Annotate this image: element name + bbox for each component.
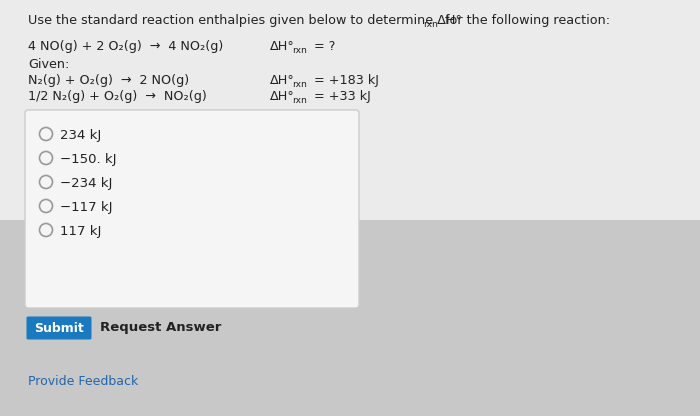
Text: −234 kJ: −234 kJ [60, 176, 113, 190]
Circle shape [39, 176, 52, 188]
Text: 117 kJ: 117 kJ [60, 225, 102, 238]
Text: rxn: rxn [292, 80, 307, 89]
Text: ΔH°: ΔH° [270, 40, 295, 53]
Circle shape [39, 127, 52, 141]
Text: Provide Feedback: Provide Feedback [28, 375, 139, 388]
Text: rxn: rxn [423, 20, 438, 29]
Text: 1/2 N₂(g) + O₂(g)  →  NO₂(g): 1/2 N₂(g) + O₂(g) → NO₂(g) [28, 90, 206, 103]
Text: 234 kJ: 234 kJ [60, 129, 102, 141]
Text: for the following reaction:: for the following reaction: [441, 14, 610, 27]
Text: ΔH°: ΔH° [270, 90, 295, 103]
Text: = ?: = ? [310, 40, 335, 53]
Text: ΔH°: ΔH° [270, 74, 295, 87]
Text: rxn: rxn [292, 46, 307, 55]
Text: 4 NO(g) + 2 O₂(g)  →  4 NO₂(g): 4 NO(g) + 2 O₂(g) → 4 NO₂(g) [28, 40, 223, 53]
Text: rxn: rxn [292, 96, 307, 105]
FancyBboxPatch shape [27, 317, 92, 339]
Circle shape [39, 151, 52, 164]
Text: Use the standard reaction enthalpies given below to determine ΔH°: Use the standard reaction enthalpies giv… [28, 14, 462, 27]
Bar [0, 0, 700, 220]
Text: Submit: Submit [34, 322, 84, 334]
Text: = +183 kJ: = +183 kJ [310, 74, 379, 87]
Text: Request Answer: Request Answer [100, 322, 221, 334]
Text: −117 kJ: −117 kJ [60, 201, 113, 213]
Text: = +33 kJ: = +33 kJ [310, 90, 371, 103]
Circle shape [39, 200, 52, 213]
FancyBboxPatch shape [25, 110, 359, 308]
Text: N₂(g) + O₂(g)  →  2 NO(g): N₂(g) + O₂(g) → 2 NO(g) [28, 74, 189, 87]
Text: Given:: Given: [28, 58, 69, 71]
Circle shape [39, 223, 52, 237]
Text: −150. kJ: −150. kJ [60, 153, 116, 166]
